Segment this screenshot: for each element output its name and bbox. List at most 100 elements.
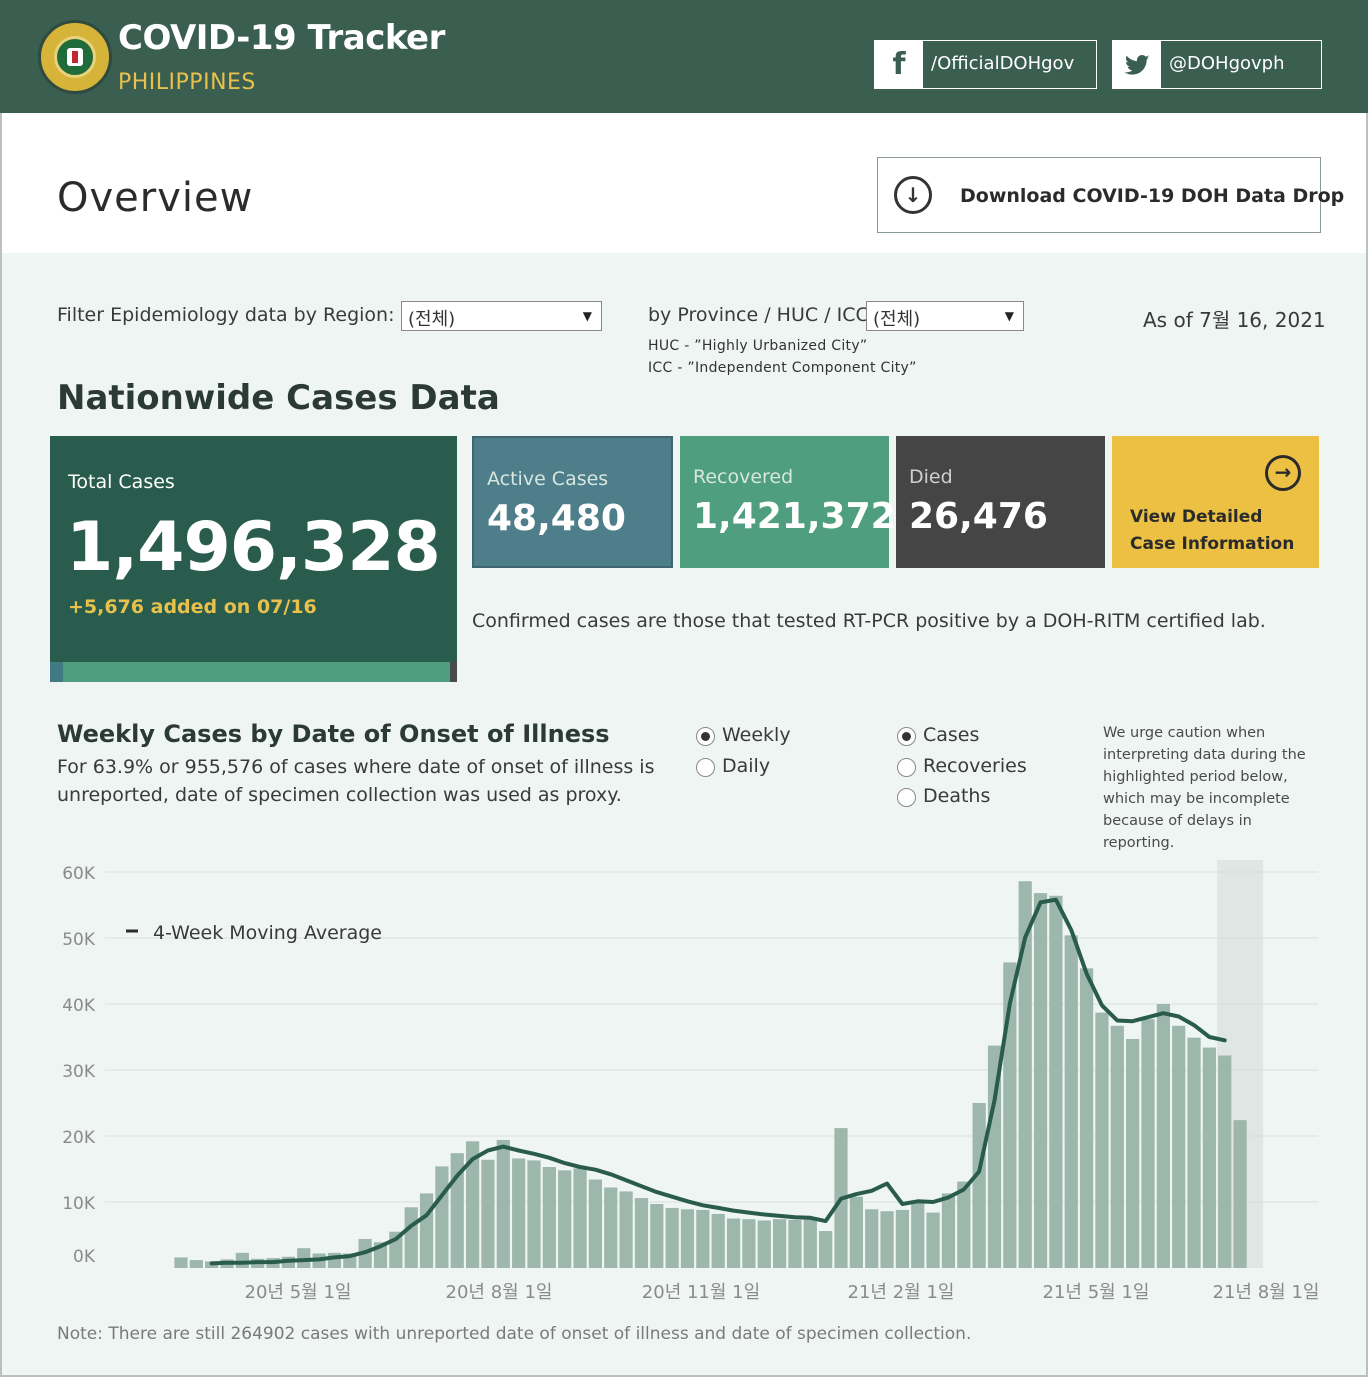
radio-selected-icon (897, 727, 916, 746)
radio-recoveries-label: Recoveries (923, 755, 1027, 777)
radio-deaths-label: Deaths (923, 785, 991, 807)
weekly-chart-subtitle: For 63.9% or 955,576 of cases where date… (57, 756, 655, 806)
cases-added-today: +5,676 added on 07/16 (68, 596, 317, 618)
unreported-cases-footnote: Note: There are still 264902 cases with … (57, 1324, 972, 1344)
nationwide-title: Nationwide Cases Data (57, 378, 500, 418)
radio-unselected-icon (696, 758, 715, 777)
weekly-bar (235, 1252, 249, 1268)
province-select-value: (전체) (873, 309, 921, 330)
weekly-bar (496, 1139, 510, 1268)
recovered-card[interactable]: Recovered 1,421,372 (680, 436, 896, 568)
weekly-bar (880, 1211, 894, 1268)
weekly-bar (619, 1191, 633, 1268)
died-value: 26,476 (909, 496, 1048, 537)
facebook-handle: /OfficialDOHgov (931, 53, 1075, 74)
y-tick-label: 0K (73, 1247, 96, 1267)
chevron-down-icon: ▼ (582, 309, 592, 323)
chevron-down-icon: ▼ (1004, 309, 1014, 323)
weekly-bar (1095, 1012, 1109, 1268)
died-card[interactable]: Died 26,476 (896, 436, 1105, 568)
radio-selected-icon (696, 727, 715, 746)
weekly-bar (803, 1217, 817, 1268)
weekly-bar (788, 1219, 802, 1268)
weekly-bar (1033, 893, 1048, 1268)
radio-weekly-label: Weekly (722, 724, 791, 746)
active-cases-card[interactable]: Active Cases 48,480 (472, 436, 673, 568)
y-tick-label: 10K (62, 1194, 96, 1214)
died-label: Died (909, 466, 953, 488)
view-detailed-case-info-button[interactable]: → View Detailed Case Information (1112, 436, 1319, 568)
weekly-bar (588, 1179, 602, 1268)
weekly-bar (1003, 962, 1017, 1268)
weekly-bar (1110, 1025, 1124, 1268)
top-header: COVID-19 Tracker PHILIPPINES f /Official… (0, 0, 1368, 113)
weekly-bar (696, 1209, 710, 1268)
weekly-bar (481, 1159, 495, 1268)
overview-title: Overview (57, 175, 254, 221)
region-filter-label: Filter Epidemiology data by Region: (57, 304, 395, 326)
weekly-bar (1141, 1019, 1155, 1268)
region-select-value: (전체) (408, 309, 456, 330)
radio-cases-label: Cases (923, 724, 980, 746)
facebook-link[interactable]: f /OfficialDOHgov (874, 40, 1097, 89)
arrow-right-circle-icon: → (1265, 455, 1301, 491)
weekly-bar (926, 1212, 940, 1268)
weekly-bar (1018, 881, 1032, 1268)
twitter-link[interactable]: @DOHgovph (1112, 40, 1322, 89)
x-tick-label: 21년 8월 1일 (1213, 1282, 1320, 1303)
weekly-bar (1233, 1120, 1247, 1268)
x-tick-label: 20년 11월 1일 (642, 1282, 760, 1303)
weekly-bar (297, 1248, 311, 1268)
weekly-bar (865, 1209, 879, 1268)
view-detailed-label: View Detailed Case Information (1130, 507, 1295, 554)
active-cases-value: 48,480 (487, 498, 626, 539)
weekly-bar (665, 1207, 679, 1268)
weekly-bar (1156, 1004, 1170, 1268)
x-tick-label: 20년 8월 1일 (446, 1282, 553, 1303)
recovered-value: 1,421,372 (693, 496, 896, 537)
twitter-handle: @DOHgovph (1169, 53, 1285, 74)
weekly-bar (680, 1209, 695, 1268)
weekly-bar (1080, 968, 1094, 1268)
confirmed-cases-note: Confirmed cases are those that tested RT… (472, 610, 1266, 632)
weekly-bar (987, 1045, 1002, 1268)
download-data-drop-button[interactable]: ↓ Download COVID-19 DOH Data Drop (877, 157, 1344, 233)
weekly-bar (1049, 895, 1063, 1268)
radio-daily-label: Daily (722, 755, 771, 777)
weekly-bar (435, 1166, 449, 1268)
weekly-bar (604, 1187, 618, 1268)
weekly-bar (849, 1196, 863, 1268)
weekly-bar (189, 1260, 203, 1268)
moving-average-line (209, 897, 1227, 1266)
weekly-bar (419, 1193, 434, 1268)
facebook-icon: f (875, 41, 923, 88)
weekly-bar (512, 1158, 526, 1268)
y-tick-label: 20K (62, 1128, 96, 1148)
weekly-bar (1187, 1037, 1201, 1268)
weekly-bar (941, 1193, 956, 1268)
radio-unselected-icon (897, 758, 916, 777)
province-select[interactable]: (전체) ▼ (866, 301, 1024, 331)
weekly-chart-title: Weekly Cases by Date of Onset of Illness (57, 720, 610, 748)
total-cases-label: Total Cases (68, 471, 175, 493)
y-tick-label: 50K (62, 930, 96, 950)
as-of-date: As of 7월 16, 2021 (1143, 308, 1326, 332)
x-tick-label: 20년 5월 1일 (245, 1282, 352, 1303)
download-button-label: Download COVID-19 DOH Data Drop (960, 185, 1345, 207)
region-select[interactable]: (전체) ▼ (401, 301, 602, 331)
weekly-bar (726, 1218, 741, 1268)
weekly-bar (573, 1168, 587, 1268)
weekly-bar (1172, 1025, 1186, 1268)
weekly-bar (466, 1141, 480, 1268)
weekly-bar (972, 1103, 986, 1268)
weekly-bar (819, 1231, 833, 1268)
app-title: COVID-19 Tracker (118, 18, 445, 58)
y-tick-label: 40K (62, 996, 96, 1016)
weekly-bar (1218, 1055, 1232, 1268)
weekly-cases-chart: 60K 50K 40K 30K 20K 10K 0K 20년 5월 1일 20년 8월 1일 20… (62, 860, 1320, 1303)
icc-definition: ICC - ”Independent Component City” (648, 360, 917, 376)
case-composition-bar (50, 662, 457, 682)
y-tick-label: 30K (62, 1062, 96, 1082)
download-arrow-icon: ↓ (894, 176, 932, 214)
recovered-share-segment (63, 662, 450, 682)
